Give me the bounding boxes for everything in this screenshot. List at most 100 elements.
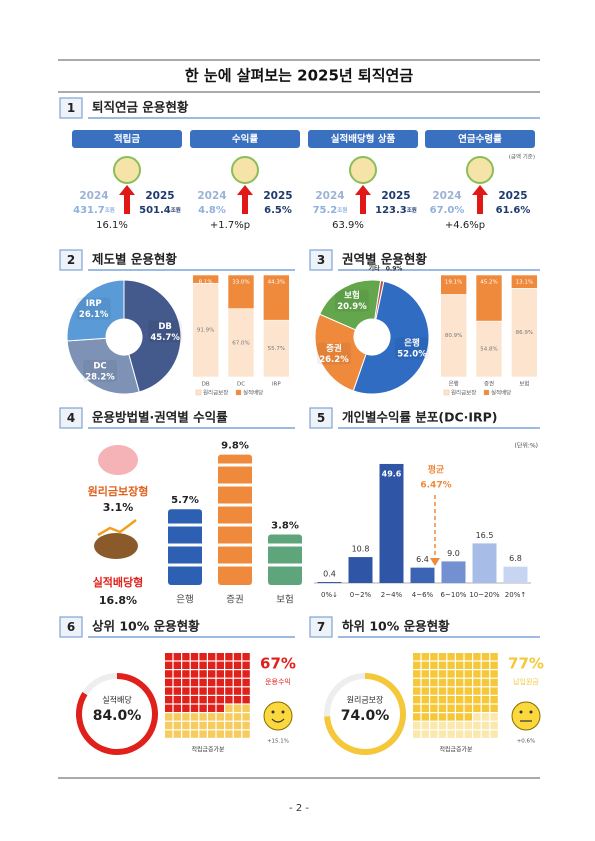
waffle-cell (413, 687, 421, 695)
waffle-cell (225, 730, 233, 738)
bar-category: 20%↑ (505, 591, 526, 599)
change: +1.7%p (210, 220, 250, 231)
waffle-cell (182, 696, 190, 704)
waffle-cell (208, 653, 216, 661)
waffle-cell (438, 696, 447, 704)
waffle-cell (225, 661, 233, 669)
waffle-cell (447, 704, 455, 712)
waffle-cell (165, 721, 173, 730)
section-number-box (59, 97, 83, 119)
stacked-bar (192, 282, 219, 378)
pie-label: 은행 (404, 338, 420, 349)
waffle-cell (233, 653, 242, 661)
year-from: 2024 (432, 190, 461, 202)
stacked-bar (475, 320, 503, 378)
waffle-cell (216, 661, 224, 669)
pie-value: 26.1% (79, 310, 109, 320)
waffle-cell (242, 696, 250, 704)
pie-value: 28.2% (85, 372, 115, 382)
arrow-shaft (124, 194, 130, 214)
value-to-number: 501.4 (139, 205, 171, 216)
waffle-cell (481, 721, 490, 730)
waffle-rest (165, 704, 250, 738)
waffle-cell (473, 704, 481, 712)
waffle-cell (199, 687, 207, 695)
section-number-box (59, 616, 83, 638)
pie-slice (123, 279, 182, 393)
bar-value: 44.3% (268, 280, 285, 286)
smiley-eye (281, 710, 285, 714)
waffle-cell (216, 730, 224, 738)
card-tab (72, 130, 182, 148)
pie-value: 26.2% (319, 355, 349, 365)
waffle-cell (413, 696, 421, 704)
waffle-cell (216, 653, 224, 661)
change: +4.6%p (445, 220, 485, 231)
bar (348, 557, 373, 583)
waffle-cell (165, 670, 173, 678)
year-to: 2025 (263, 190, 292, 202)
legend-swatch (195, 389, 202, 396)
card-note: (금액 기준) (509, 153, 535, 161)
waffle-cell (438, 653, 447, 661)
bar-category: 4~6% (412, 591, 434, 599)
waffle-cell (430, 704, 438, 712)
bar-category: 0~2% (350, 591, 372, 599)
waffle-cell (173, 670, 181, 678)
method-label: 실적배당형 (93, 575, 144, 589)
waffle-cell (208, 696, 216, 704)
waffle-cell (473, 687, 481, 695)
pie-slice (314, 313, 367, 392)
bar-category: DC (237, 382, 245, 388)
stacked-bar (475, 274, 503, 322)
bar (218, 454, 252, 585)
arrow-head (119, 185, 135, 195)
pie-value: 52.0% (397, 350, 427, 360)
year-from: 2024 (197, 190, 226, 202)
waffle-cell (421, 670, 429, 678)
year-to: 2025 (145, 190, 174, 202)
bar-value: 54.8% (480, 347, 497, 353)
waffle-cell (173, 704, 181, 712)
waffle-cell (413, 713, 421, 721)
waffle-cell (182, 670, 190, 678)
value-from: 431.7조원 (73, 205, 115, 216)
waffle-cell (225, 696, 233, 704)
value-from-number: 67.0% (430, 205, 465, 216)
waffle-cell (430, 696, 438, 704)
bar (441, 561, 466, 583)
waffle-cell (233, 687, 242, 695)
value-from: 75.2조원 (313, 205, 348, 216)
bar-value: 9.8% (221, 441, 249, 452)
legend-swatch (443, 389, 450, 396)
card-icon (231, 156, 259, 184)
bull-icon (94, 533, 138, 559)
bar (379, 463, 404, 583)
waffle-cell (225, 704, 233, 712)
section-title: 권역별 운용현황 (342, 252, 427, 267)
smiley-face (511, 701, 541, 731)
card-icon (349, 156, 377, 184)
waffle-cell (165, 713, 173, 721)
waffle-cell (456, 687, 464, 695)
waffle-cell (473, 721, 481, 730)
waffle-cell (421, 730, 429, 738)
waffle-cell (447, 721, 455, 730)
waffle-cell (456, 661, 464, 669)
waffle-cell (490, 713, 498, 721)
waffle-cell (447, 670, 455, 678)
waffle-cell (242, 721, 250, 730)
year-from: 2024 (315, 190, 344, 202)
waffle-cell (199, 653, 207, 661)
stacked-bar (511, 288, 538, 378)
waffle-cell (481, 678, 490, 687)
bar-category: 6~10% (441, 591, 467, 599)
bar (472, 543, 497, 583)
waffle-cell (481, 661, 490, 669)
value-to: 501.4조원 (139, 205, 181, 216)
waffle-cell (190, 678, 199, 687)
pie-label: DC (93, 361, 106, 371)
card-icon (466, 156, 494, 184)
waffle-filled (165, 653, 250, 712)
bar-value: 3.8% (271, 520, 299, 531)
